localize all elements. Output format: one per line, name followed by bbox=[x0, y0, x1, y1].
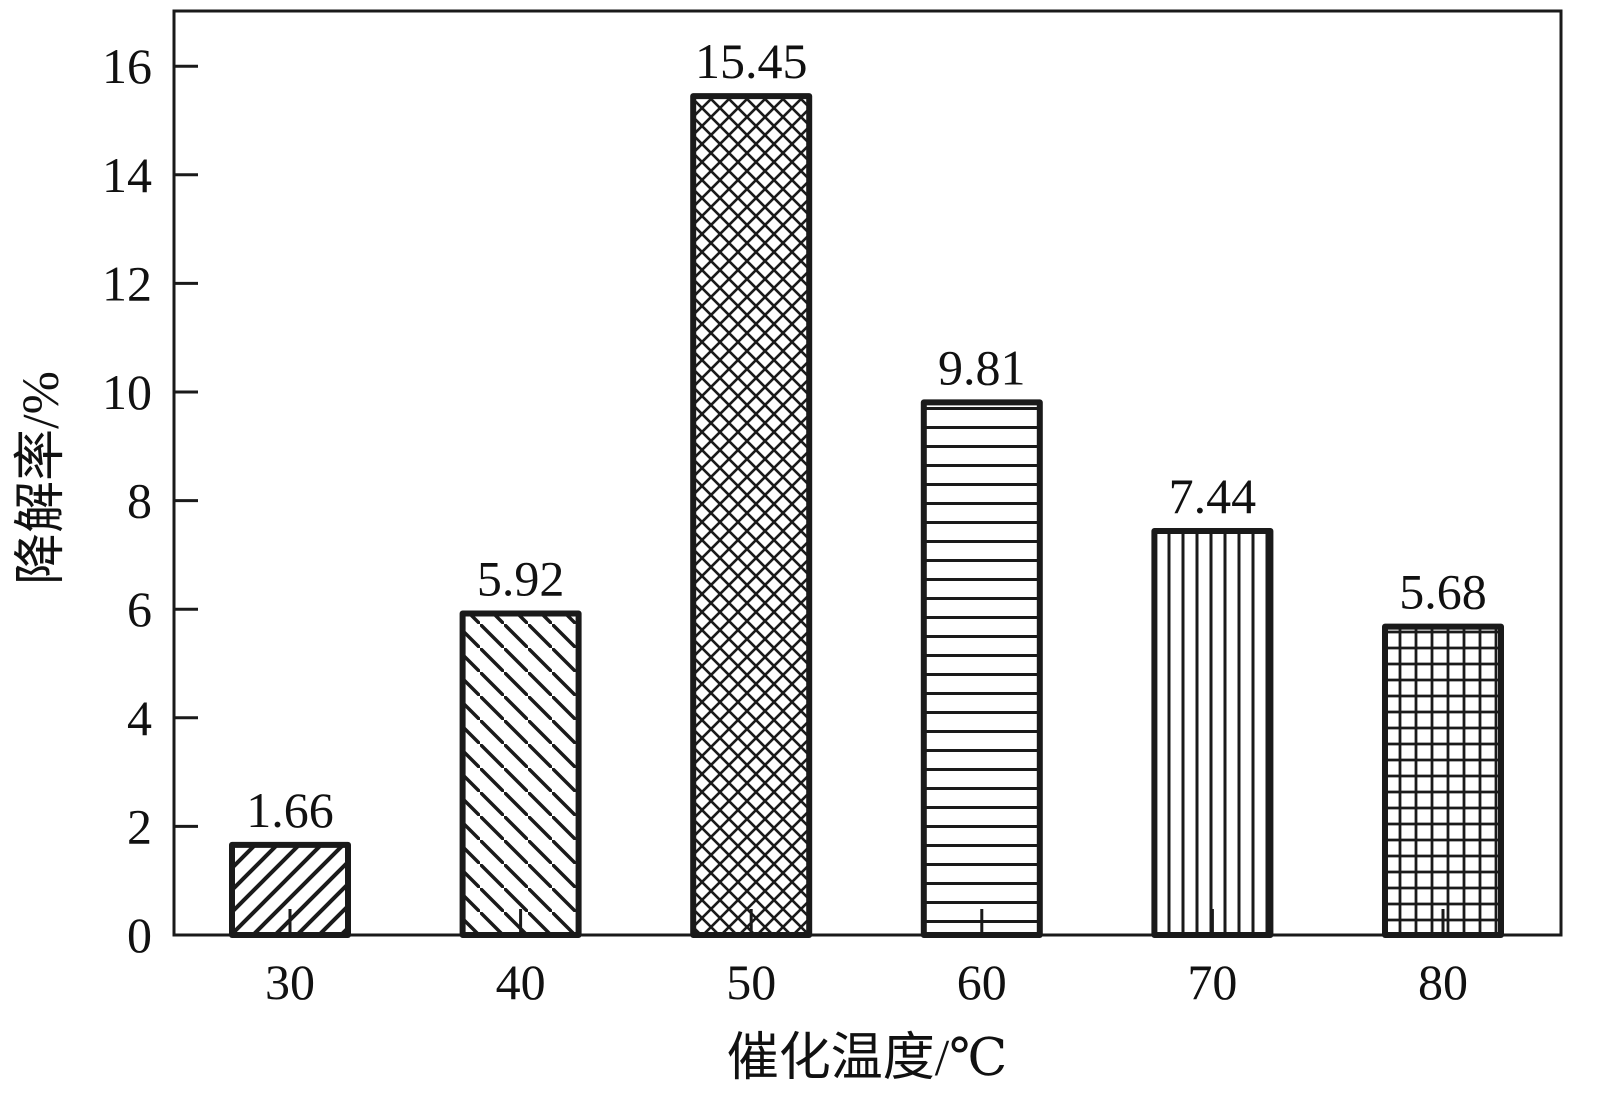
y-tick-label: 0 bbox=[127, 907, 152, 963]
y-tick-label: 8 bbox=[127, 473, 152, 529]
data-label-40: 5.92 bbox=[477, 551, 565, 607]
y-tick-label: 2 bbox=[127, 798, 152, 854]
y-axis: 0 2 4 6 8 10 12 14 16 bbox=[102, 38, 198, 963]
bar-40 bbox=[459, 610, 582, 938]
bar-50 bbox=[690, 93, 813, 938]
data-label-70: 7.44 bbox=[1169, 468, 1257, 524]
y-tick-label: 4 bbox=[127, 690, 152, 746]
y-tick-label: 12 bbox=[102, 255, 152, 311]
bar-80 bbox=[1382, 623, 1504, 938]
data-label-30: 1.66 bbox=[246, 782, 334, 838]
x-axis-label: 催化温度/℃ bbox=[727, 1030, 1008, 1087]
data-label-60: 9.81 bbox=[938, 339, 1026, 395]
y-tick-label: 6 bbox=[127, 581, 152, 637]
y-tick-label: 14 bbox=[102, 147, 152, 203]
x-tick-label-80: 80 bbox=[1418, 954, 1468, 1010]
x-axis: 30 40 50 60 70 80 bbox=[265, 909, 1468, 1010]
bar-60 bbox=[920, 399, 1043, 938]
y-tick-label: 10 bbox=[102, 364, 152, 420]
bar-70 bbox=[1151, 528, 1274, 938]
x-tick-label-30: 30 bbox=[265, 954, 315, 1010]
y-tick-label: 16 bbox=[102, 38, 152, 94]
x-tick-label-40: 40 bbox=[496, 954, 546, 1010]
data-label-50: 15.45 bbox=[695, 33, 808, 89]
bars: 1.66 5.92 15.45 9.81 7.44 5.68 bbox=[229, 33, 1504, 938]
x-tick-label-50: 50 bbox=[726, 954, 776, 1010]
plot-frame bbox=[172, 9, 1563, 937]
data-label-80: 5.68 bbox=[1399, 564, 1487, 620]
x-tick-label-60: 60 bbox=[957, 954, 1007, 1010]
y-axis-label: 降解率/% bbox=[13, 371, 70, 585]
x-tick-label-70: 70 bbox=[1187, 954, 1237, 1010]
